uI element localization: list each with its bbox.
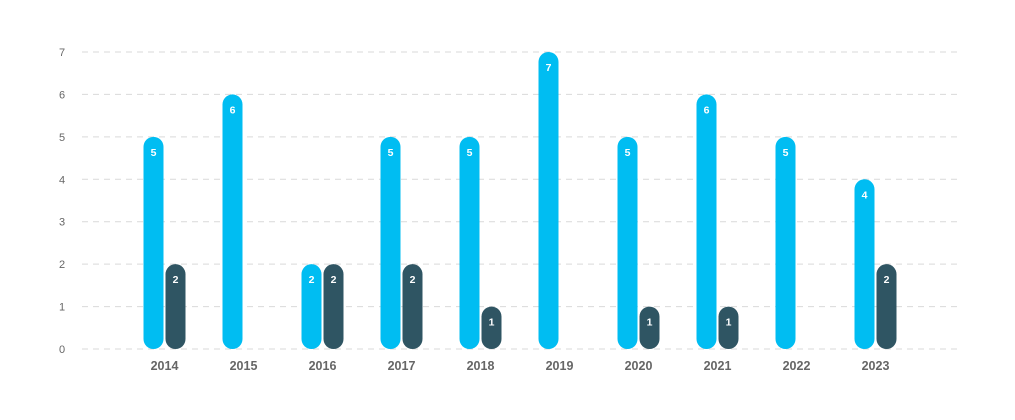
- data-label: 2: [884, 274, 890, 286]
- grid-lines: [82, 51, 960, 350]
- data-label: 5: [625, 147, 631, 159]
- bar: [876, 264, 897, 349]
- x-tick-label: 2017: [388, 359, 416, 373]
- bar: [481, 306, 502, 349]
- data-labels: 5 2 6 2 2 5 2 5 1 7 5 1 6 1 5 4 2: [151, 62, 890, 329]
- data-label: 2: [410, 274, 416, 286]
- bar: [323, 264, 344, 349]
- data-label: 4: [862, 189, 868, 201]
- y-tick-label: 2: [59, 259, 65, 271]
- data-label: 2: [309, 274, 315, 286]
- data-label: 2: [331, 274, 337, 286]
- bar: [165, 264, 186, 349]
- bar: [696, 94, 717, 349]
- x-tick-label: 2023: [862, 359, 890, 373]
- bar: [143, 136, 164, 349]
- data-label: 1: [489, 317, 495, 329]
- x-tick-label: 2014: [151, 359, 179, 373]
- y-tick-label: 1: [59, 302, 65, 314]
- y-tick-label: 3: [59, 217, 65, 229]
- data-label: 1: [726, 317, 732, 329]
- bar: [538, 52, 559, 349]
- bar: [718, 306, 739, 349]
- data-label: 5: [151, 147, 157, 159]
- bar: [617, 136, 638, 349]
- bar: [639, 306, 660, 349]
- y-tick-label: 7: [59, 47, 65, 59]
- x-tick-label: 2016: [309, 359, 337, 373]
- data-label: 5: [388, 147, 394, 159]
- x-tick-label: 2020: [625, 359, 653, 373]
- data-label: 5: [783, 147, 789, 159]
- y-tick-label: 0: [59, 344, 65, 356]
- bar: [402, 264, 423, 349]
- bar: [380, 136, 401, 349]
- bar: [775, 136, 796, 349]
- bar: [301, 264, 322, 349]
- bar: [459, 136, 480, 349]
- data-label: 2: [173, 274, 179, 286]
- x-tick-label: 2018: [467, 359, 495, 373]
- x-tick-label: 2022: [783, 359, 811, 373]
- data-label: 5: [467, 147, 473, 159]
- y-tick-label: 5: [59, 132, 65, 144]
- data-label: 7: [546, 62, 552, 74]
- x-tick-label: 2019: [546, 359, 574, 373]
- y-tick-label: 4: [59, 174, 65, 186]
- bar: [222, 94, 243, 349]
- x-tick-label: 2021: [704, 359, 732, 373]
- data-label: 6: [230, 104, 236, 116]
- bar: [854, 179, 875, 349]
- x-tick-label: 2015: [230, 359, 258, 373]
- data-label: 6: [704, 104, 710, 116]
- data-label: 1: [647, 317, 653, 329]
- bars: [143, 52, 897, 349]
- y-tick-label: 6: [59, 89, 65, 101]
- y-axis-ticks: 0 1 2 3 4 5 6 7: [59, 47, 65, 356]
- x-axis-ticks: 2014 2015 2016 2017 2018 2019 2020 2021 2022 2023: [151, 359, 890, 373]
